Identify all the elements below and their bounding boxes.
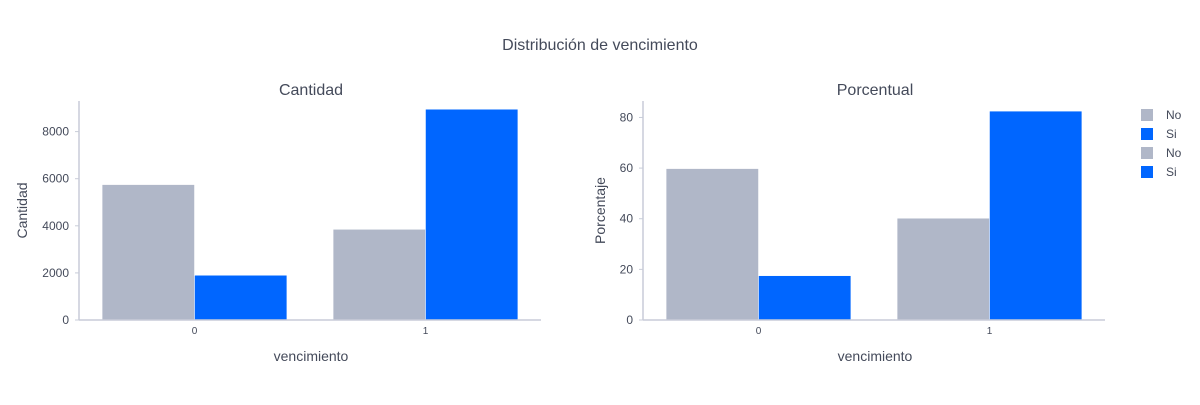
chart2-bar-no-1 [896,217,990,321]
legend-swatch-2[interactable] [1141,147,1153,159]
chart2-bar-si-0 [758,275,852,321]
figure-title: Distribución de vencimiento [502,37,698,54]
chart2-bar-no-0 [665,168,759,321]
legend-swatch-0[interactable] [1141,109,1153,121]
chart2-ylabel: Porcentaje [592,177,608,244]
legend-label-2: No [1166,146,1182,160]
legend-swatch-3[interactable] [1141,166,1153,178]
chart1-ytick-8000: 8000 [42,125,69,139]
chart2-xtick-0: 0 [756,326,762,337]
chart1-xtick-1: 1 [423,326,429,337]
chart1-ylabel: Cantidad [14,182,30,238]
chart2-ytick-20: 20 [620,262,634,276]
chart2-ytick-60: 60 [620,161,634,175]
chart2-title: Porcentual [837,82,914,99]
chart1-ytick-0: 0 [62,313,69,327]
legend-label-3: Si [1166,165,1177,179]
chart1-ytick-4000: 4000 [42,219,69,233]
chart2-xtick-1: 1 [987,326,993,337]
chart1-bar-no-0 [101,184,195,321]
chart1-bar-si-1 [425,108,519,321]
chart1-xlabel: vencimiento [274,348,349,364]
legend-label-1: Si [1166,127,1177,141]
legend-swatch-1[interactable] [1141,128,1153,140]
chart2-ytick-80: 80 [620,110,634,124]
chart1-bar-no-1 [332,229,426,321]
chart2-ytick-0: 0 [626,313,633,327]
chart1-ytick-2000: 2000 [42,266,69,280]
chart2-ytick-40: 40 [620,212,634,226]
chart1-ytick-6000: 6000 [42,172,69,186]
chart2-bar-si-1 [989,110,1083,321]
legend-label-0: No [1166,108,1182,122]
chart1-title: Cantidad [279,82,343,99]
chart2-xlabel: vencimiento [838,348,913,364]
chart1-bar-si-0 [194,275,288,321]
chart1-xtick-0: 0 [192,326,198,337]
